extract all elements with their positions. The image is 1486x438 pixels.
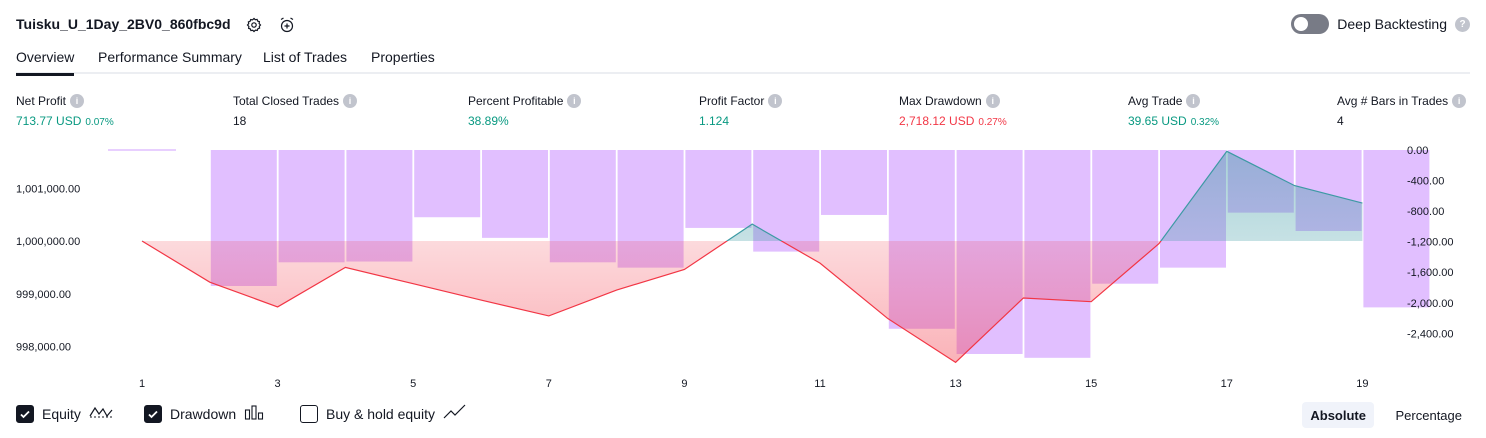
metric-percent: 0.07% [85,117,114,128]
left-axis-tick: 999,000.00 [16,289,71,301]
metric-value: 713.77 USD [16,114,82,128]
equity-checkbox[interactable] [16,404,34,423]
right-axis-tick: -1,200.00 [1407,237,1453,249]
right-axis-tick: -800.00 [1407,206,1444,218]
metric-label: Total Closed Trades [233,94,340,108]
help-icon[interactable]: ? [1455,16,1470,32]
x-axis-tick: 1 [139,378,145,390]
deep-backtesting-label: Deep Backtesting [1337,16,1447,32]
info-icon[interactable]: i [567,94,582,108]
strategy-title: Tuisku_U_1Day_2BV0_860fbc9d [16,16,231,32]
left-axis-tick: 1,001,000.00 [16,183,80,195]
trend-line-icon [443,404,467,423]
report-tabs: Overview Performance Summary List of Tra… [16,46,1470,76]
right-axis-tick: -2,400.00 [1407,328,1453,340]
tab-overview[interactable]: Overview [16,49,75,76]
metric-label: Avg Trade [1128,94,1183,108]
metric-label: Net Profit [16,94,67,108]
metric-value: 1.124 [699,114,730,128]
tab-properties[interactable]: Properties [371,49,435,65]
x-axis-tick: 13 [949,378,961,390]
right-axis-tick: 0.00 [1407,145,1428,157]
equity-line-above [142,150,1363,241]
right-axis-tick: -400.00 [1407,176,1444,188]
x-axis: 1 3 5 7 9 11 13 15 17 19 [139,378,1369,390]
metric-percent-profitable: Percent Profitable i 38.89% [468,94,582,128]
metric-label: Avg # Bars in Trades [1337,94,1449,108]
buy-hold-checkbox[interactable] [300,404,318,423]
right-axis: 0.00 -400.00 -800.00 -1,200.00 -1,600.00 -2,0… [1407,145,1453,340]
metrics-row: Net Profit i 713.77 USD 0.07% Total Closed… [16,94,1470,134]
drawdown-bar [414,150,481,218]
x-axis-tick: 11 [814,378,825,390]
left-axis-tick: 998,000.00 [16,342,71,354]
left-axis-tick: 1,000,000.00 [16,236,80,248]
metric-value: 39.65 USD [1128,114,1187,128]
right-axis-tick: -2,000.00 [1407,298,1453,310]
x-axis-tick: 19 [1356,378,1368,390]
metric-avg-trade: Avg Trade i 39.65 USD 0.32% [1128,94,1219,128]
right-axis-tick: -1,600.00 [1407,267,1453,279]
x-axis-tick: 7 [546,378,552,390]
equity-line [141,150,1363,364]
buy-hold-label: Buy & hold equity [326,405,435,422]
equity-line-icon [89,404,113,423]
drawdown-bar [1363,150,1430,308]
x-axis-tick: 17 [1221,378,1233,390]
equity-loss-area [142,241,1363,363]
x-axis-tick: 5 [410,378,416,390]
metric-label: Percent Profitable [468,94,564,108]
metric-net-profit: Net Profit i 713.77 USD 0.07% [16,94,114,128]
metric-label: Profit Factor [699,94,765,108]
report-header: Tuisku_U_1Day_2BV0_860fbc9d Deep Backtes… [16,12,1470,38]
drawdown-bar [685,150,752,228]
percentage-button[interactable]: Percentage [1395,407,1463,423]
metric-label: Max Drawdown [899,94,982,108]
tab-performance-summary[interactable]: Performance Summary [98,49,242,65]
equity-drawdown-chart[interactable]: 1,001,000.00 1,000,000.00 999,000.00 998,00… [0,140,1486,396]
info-icon[interactable]: i [768,94,783,108]
metric-total-closed-trades: Total Closed Trades i 18 [233,94,358,128]
info-icon[interactable]: i [343,94,358,108]
bar-chart-icon [244,404,264,423]
buy-hold-toggle[interactable]: Buy & hold equity [300,404,467,423]
drawdown-toggle[interactable]: Drawdown [144,404,264,423]
info-icon[interactable]: i [985,94,1000,108]
metric-value: 38.89% [468,114,509,128]
metric-percent: 0.32% [1190,117,1220,128]
metric-percent: 0.27% [978,117,1007,128]
alarm-plus-icon[interactable] [275,13,299,37]
equity-fill [142,151,1363,363]
info-icon[interactable]: i [70,94,85,108]
tab-list-of-trades[interactable]: List of Trades [263,49,348,65]
drawdown-label: Drawdown [170,405,237,422]
metric-profit-factor: Profit Factor i 1.124 [699,94,783,128]
drawdown-checkbox[interactable] [144,404,162,423]
gear-icon[interactable] [242,13,266,37]
metric-value: 18 [233,114,247,128]
metric-value: 2,718.12 USD [899,114,975,128]
equity-label: Equity [42,405,81,422]
equity-toggle[interactable]: Equity [16,404,113,423]
x-axis-tick: 3 [275,378,281,390]
drawdown-bar [482,150,548,238]
x-axis-tick: 9 [681,378,687,390]
info-icon[interactable]: i [1186,94,1201,108]
deep-backtesting-control: Deep Backtesting ? [1291,14,1470,34]
deep-backtesting-toggle[interactable] [1291,14,1330,34]
chart-footer: Equity Drawdown Buy & hold equity Absolu… [16,402,1470,428]
absolute-button[interactable]: Absolute [1302,402,1374,428]
metric-avg-bars-in-trades: Avg # Bars in Trades i 4 [1337,94,1467,128]
left-axis: 1,001,000.00 1,000,000.00 999,000.00 998,00… [16,183,80,353]
metric-value: 4 [1337,114,1344,128]
equity-gain-area [142,151,1363,241]
equity-line-below [141,241,1162,364]
metric-max-drawdown: Max Drawdown i 2,718.12 USD 0.27% [899,94,1007,128]
info-icon[interactable]: i [1452,94,1467,108]
x-axis-tick: 15 [1085,378,1097,390]
drawdown-bar [821,150,887,215]
